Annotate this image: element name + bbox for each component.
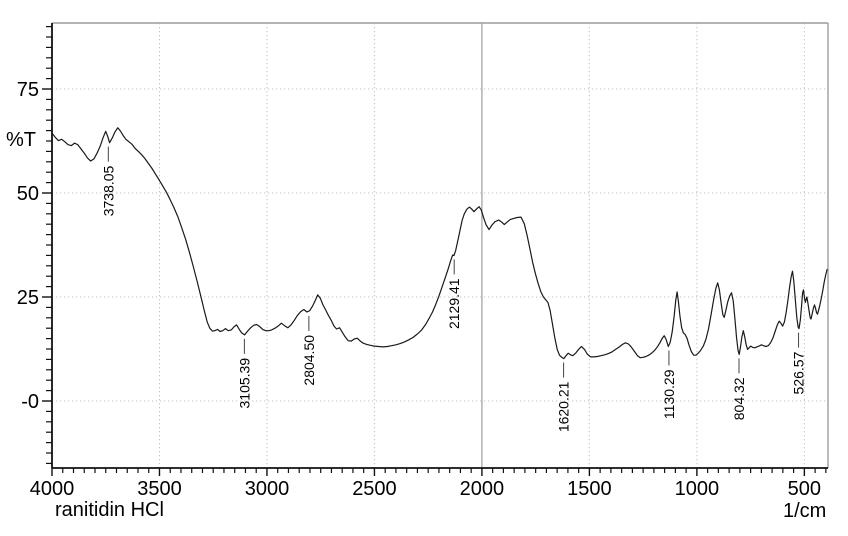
x-tick-label: 2500	[352, 478, 397, 500]
grid-layer	[52, 23, 828, 468]
x-tick-label: 4000	[30, 478, 75, 500]
y-tick-label: 25	[17, 287, 39, 309]
x-tick-label: 3500	[137, 478, 182, 500]
plot-frame	[52, 22, 829, 468]
peak-label: 2804.50	[301, 335, 317, 386]
x-tick-label: 500	[788, 478, 821, 500]
x-tick-label: 1500	[567, 478, 612, 500]
x-axis-unit-label: 1/cm	[783, 500, 827, 522]
peak-label: 526.57	[791, 351, 807, 394]
peak-label: 3105.39	[236, 358, 252, 409]
y-tick-label: -0	[21, 391, 39, 413]
x-tick-labels: 4000 3500 3000 2500 2000 1500 1000 500	[30, 478, 821, 500]
x-tick-label: 1000	[675, 478, 720, 500]
peak-label: 2129.41	[446, 278, 462, 329]
x-axis	[51, 467, 828, 476]
peak-label: 1620.21	[556, 381, 572, 432]
peak-label: 1130.29	[661, 369, 677, 419]
peak-label: 3738.05	[100, 165, 116, 216]
y-tick-label: 50	[17, 183, 39, 205]
sample-name-label: ranitidin HCl	[55, 499, 164, 521]
y-tick-labels: 75 50 25 -0	[17, 79, 39, 413]
peak-label: 804.32	[731, 377, 747, 420]
peak-annotations: 3738.05 3105.39 2804.50 2129.41 1620.21 1130.…	[100, 146, 807, 432]
y-axis-title: %T	[6, 129, 36, 151]
x-tick-label: 2000	[460, 478, 505, 500]
spectrum-curve	[51, 127, 828, 360]
x-tick-label: 3000	[245, 478, 290, 500]
y-tick-label: 75	[17, 79, 39, 101]
y-axis	[42, 23, 53, 468]
